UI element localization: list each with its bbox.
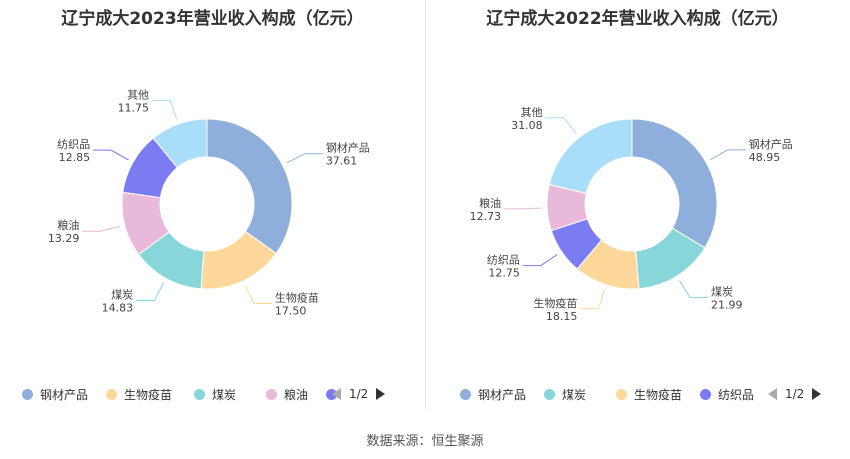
slice-value-label: 37.61: [326, 155, 358, 168]
slice-name-label: 生物疫苗: [533, 296, 577, 310]
slice-name-label: 钢材产品: [326, 141, 370, 155]
slice-name-label: 粮油: [57, 218, 79, 232]
legend-label: 钢材产品: [478, 387, 527, 402]
chart-panel-2023: 辽宁成大2023年营业收入构成（亿元） 钢材产品 37.61 生物疫苗 17.50 煤炭…: [0, 0, 425, 420]
slice-name-label: 煤炭: [711, 285, 733, 298]
pie-slice-其他[interactable]: [152, 118, 208, 169]
legend-label: 生物疫苗: [634, 387, 683, 402]
legend-pager: 1/2: [768, 384, 822, 404]
legend-item-煤炭[interactable]: 煤炭: [544, 384, 586, 404]
data-source-note: 数据来源：恒生聚源: [366, 434, 484, 449]
slice-value-label: 48.95: [749, 151, 781, 164]
legend-label: 纺织品: [718, 387, 755, 402]
slice-value-label: 12.75: [488, 267, 520, 280]
slice-name-label: 其他: [521, 106, 543, 119]
slice-value-label: 18.15: [546, 310, 578, 323]
legend-pager: 1/2: [332, 384, 386, 404]
pie-slice-其他[interactable]: [548, 118, 633, 194]
legend-color-dot: [22, 388, 33, 400]
legend-label: 钢材产品: [40, 387, 89, 402]
slice-name-label: 生物疫苗: [275, 291, 319, 305]
legend-label: 粮油: [284, 387, 309, 402]
slice-value-label: 21.99: [711, 298, 743, 311]
chart-legend: 钢材产品 煤炭 生物疫苗 纺织品 1/2: [425, 384, 850, 404]
leader-line: [82, 225, 120, 232]
chart-title: 辽宁成大2023年营业收入构成（亿元）: [61, 9, 364, 29]
leader-line: [710, 149, 746, 161]
leader-line: [286, 153, 323, 164]
pager-prev-icon[interactable]: [332, 388, 341, 400]
leader-line: [136, 282, 165, 301]
legend-color-dot: [460, 388, 471, 400]
chart-title: 辽宁成大2022年营业收入构成（亿元）: [486, 9, 789, 29]
pie-slice-钢材产品[interactable]: [206, 118, 293, 255]
slice-value-label: 11.75: [118, 101, 150, 114]
leader-line: [522, 253, 558, 267]
slice-value-label: 17.50: [275, 305, 307, 318]
legend-item-钢材产品[interactable]: 钢材产品: [460, 384, 526, 404]
legend-item-煤炭[interactable]: 煤炭: [194, 384, 236, 404]
pager-next-icon[interactable]: [812, 388, 822, 400]
chart-panel-2022: 辽宁成大2022年营业收入构成（亿元） 钢材产品 48.95 煤炭 21.99 生物疫苗…: [425, 0, 850, 420]
pager-text: 1/2: [785, 387, 805, 401]
slice-name-label: 煤炭: [111, 288, 133, 301]
legend-color-dot: [106, 388, 117, 400]
slice-value-label: 12.85: [59, 151, 91, 164]
legend-label: 生物疫苗: [124, 387, 173, 402]
legend-item-生物疫苗[interactable]: 生物疫苗: [616, 384, 682, 404]
slice-name-label: 纺织品: [57, 137, 90, 151]
legend-color-dot: [700, 388, 711, 400]
legend-color-dot: [616, 388, 627, 400]
legend-item-纺织品[interactable]: [326, 384, 344, 404]
slice-value-label: 31.08: [511, 119, 543, 132]
slice-name-label: 其他: [127, 88, 149, 101]
leader-line: [93, 149, 129, 161]
legend-color-dot: [326, 388, 337, 400]
legend-item-纺织品[interactable]: 纺织品: [700, 384, 754, 404]
legend-label: 煤炭: [212, 387, 237, 402]
pager-next-icon[interactable]: [376, 388, 386, 400]
legend-item-生物疫苗[interactable]: 生物疫苗: [106, 384, 172, 404]
leader-line: [545, 117, 577, 134]
slice-value-label: 13.29: [48, 232, 80, 245]
leader-line: [244, 285, 272, 305]
slice-name-label: 粮油: [479, 196, 501, 210]
legend-color-dot: [544, 388, 555, 400]
leader-line: [152, 99, 178, 120]
legend-label: 煤炭: [562, 387, 587, 402]
pie-slice-钢材产品[interactable]: [631, 118, 718, 249]
leader-line: [580, 289, 606, 310]
slice-name-label: 钢材产品: [749, 137, 793, 151]
legend-color-dot: [266, 388, 277, 400]
pager-prev-icon[interactable]: [768, 388, 777, 400]
slice-value-label: 14.83: [102, 301, 134, 314]
legend-item-粮油[interactable]: 粮油: [266, 384, 308, 404]
leader-line: [504, 207, 543, 210]
panel-divider: [425, 0, 426, 410]
leader-line: [679, 280, 709, 298]
chart-legend: 钢材产品 生物疫苗 煤炭 粮油 1/2: [0, 384, 425, 404]
slice-value-label: 12.73: [470, 210, 502, 223]
slice-name-label: 纺织品: [487, 253, 520, 267]
legend-item-钢材产品[interactable]: 钢材产品: [22, 384, 88, 404]
legend-color-dot: [194, 388, 205, 400]
pager-text: 1/2: [349, 387, 369, 401]
